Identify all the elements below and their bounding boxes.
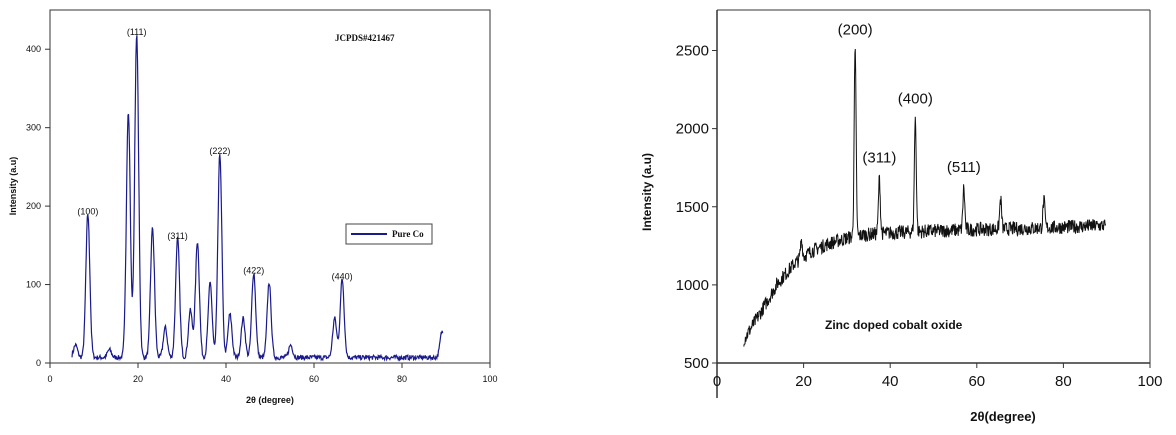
left-x-axis-title: 2θ (degree) [246, 395, 294, 405]
left-peak-label: (311) [167, 231, 187, 241]
left-x-tick-label: 0 [47, 374, 52, 384]
chart-left: 0 20 40 60 80 100 0 100 200 300 400 2θ (degree) In… [8, 9, 498, 405]
right-peak-label: (311) [862, 150, 896, 167]
right-x-tick-label: 60 [968, 373, 985, 390]
left-peak-label: (111) [127, 27, 147, 37]
right-y-tick-label: 1500 [676, 199, 709, 216]
right-sample-annotation: Zinc doped cobalt oxide [825, 318, 963, 332]
left-y-tick-label: 400 [26, 44, 41, 54]
right-peak-label: (200) [838, 22, 873, 39]
right-y-tick-label: 2000 [676, 121, 709, 138]
left-peak-label: (100) [77, 206, 98, 216]
right-peak-label: (400) [898, 90, 933, 107]
left-peak-label: (440) [332, 272, 353, 282]
left-legend-box [345, 223, 433, 245]
left-x-tick-label: 100 [482, 374, 497, 384]
left-y-tick-label: 300 [26, 123, 41, 133]
right-axis-ticks: 0 20 40 60 80 100 500 1000 1500 2000 2500 [676, 43, 1163, 391]
left-series-line [71, 35, 444, 362]
left-axis-ticks: 0 20 40 60 80 100 0 100 200 300 400 [26, 44, 498, 384]
right-x-tick-label: 20 [795, 373, 812, 390]
right-x-tick-label: 40 [882, 373, 899, 390]
left-x-tick-label: 60 [309, 374, 319, 384]
right-y-axis-title: Intensity (a.u) [640, 153, 654, 231]
left-plot-frame [49, 9, 491, 364]
left-y-tick-label: 100 [26, 280, 41, 290]
right-y-tick-label: 1000 [676, 277, 709, 294]
left-legend: Pure Co [345, 223, 433, 245]
left-peak-label: (222) [209, 146, 230, 156]
right-y-tick-label: 2500 [676, 43, 709, 60]
right-x-tick-label: 80 [1055, 373, 1072, 390]
right-peak-labels: (200) (311) (400) (511) [838, 22, 981, 177]
left-peak-label: (422) [243, 265, 264, 275]
right-x-tick-label: 100 [1137, 373, 1162, 390]
left-x-tick-label: 80 [397, 374, 407, 384]
left-x-tick-label: 40 [221, 374, 231, 384]
left-peak-labels: (100) (111) (311) (222) (422) (440) [77, 27, 352, 282]
right-x-axis-title: 2θ(degree) [970, 409, 1036, 424]
left-legend-label: Pure Co [392, 229, 424, 239]
right-peak-label: (511) [947, 159, 981, 176]
left-y-axis-title: Intensity (a.u) [8, 157, 18, 216]
right-series-line [743, 48, 1106, 347]
right-x-tick-label: 0 [713, 373, 721, 390]
chart-right: 0 20 40 60 80 100 500 1000 1500 2000 2500 2θ(degre… [640, 9, 1163, 424]
left-x-tick-label: 20 [133, 374, 143, 384]
left-y-tick-label: 0 [36, 358, 41, 368]
right-y-tick-label: 500 [684, 355, 709, 372]
left-y-tick-label: 200 [26, 201, 41, 211]
left-jcpds-annotation: JCPDS#421467 [335, 33, 395, 43]
